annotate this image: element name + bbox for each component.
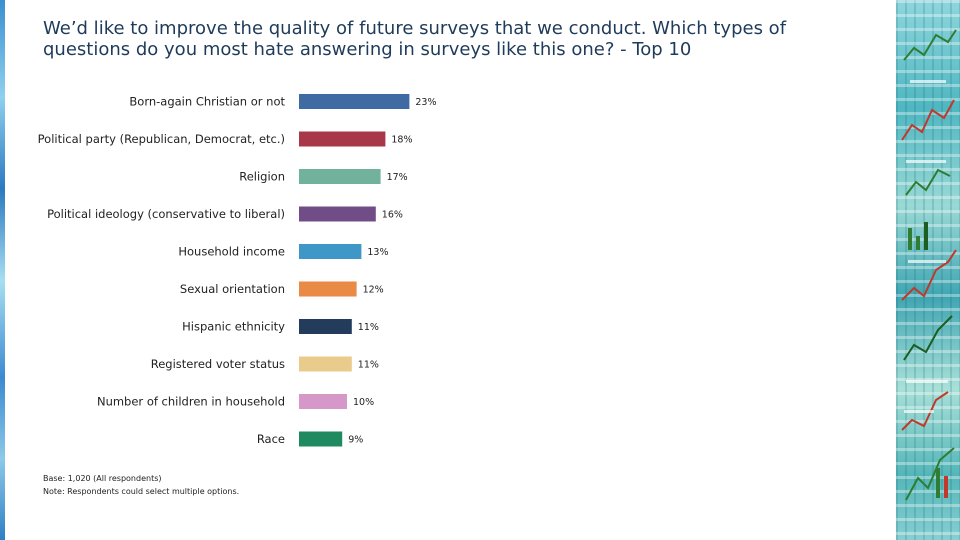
value-label: 23%	[415, 97, 436, 108]
category-label: Sexual orientation	[180, 282, 285, 296]
bar	[299, 131, 386, 147]
bar	[299, 206, 376, 222]
value-label: 16%	[382, 210, 403, 221]
multiple-options-note: Note: Respondents could select multiple …	[43, 487, 240, 496]
category-label: Hispanic ethnicity	[182, 320, 285, 334]
bar	[299, 431, 343, 447]
base-note: Base: 1,020 (All respondents)	[43, 474, 162, 483]
value-label: 13%	[367, 247, 388, 258]
footnotes: Base: 1,020 (All respondents) Note: Resp…	[43, 472, 239, 498]
chart-title: We’d like to improve the quality of futu…	[43, 18, 787, 60]
value-label: 11%	[358, 360, 379, 371]
value-label: 17%	[387, 172, 408, 183]
category-label: Number of children in household	[97, 395, 285, 409]
bar	[299, 94, 410, 109]
category-label: Registered voter status	[151, 357, 285, 371]
category-label: Political ideology (conservative to libe…	[47, 207, 285, 221]
collage-art	[901, 29, 957, 501]
bar	[299, 319, 352, 334]
category-label: Political party (Republican, Democrat, e…	[38, 132, 285, 146]
value-label: 12%	[363, 285, 384, 296]
value-label: 10%	[353, 397, 374, 408]
value-label: 11%	[358, 322, 379, 333]
value-label: 18%	[391, 135, 412, 146]
bar	[299, 281, 357, 297]
bar	[299, 244, 362, 259]
bar	[299, 394, 347, 409]
left-decorative-strip	[0, 0, 5, 540]
bar-chart: Born-again Christian or not 23% Political …	[38, 94, 437, 447]
category-label: Born-again Christian or not	[129, 95, 285, 109]
value-label: 9%	[348, 435, 363, 446]
bar	[299, 356, 352, 372]
decorative-chart-collage	[896, 0, 960, 540]
category-label: Household income	[178, 245, 285, 259]
bar	[299, 169, 381, 184]
category-label: Religion	[239, 170, 285, 184]
category-label: Race	[257, 432, 285, 446]
